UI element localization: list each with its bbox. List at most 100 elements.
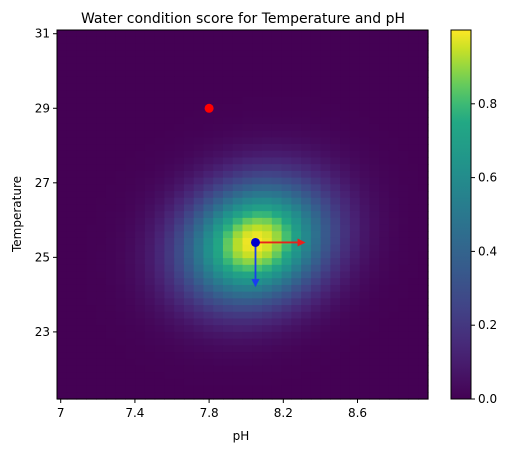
- heatmap-cell: [349, 164, 361, 172]
- heatmap-cell: [154, 90, 165, 98]
- heatmap-cell: [144, 284, 156, 293]
- heatmap-cell: [96, 237, 107, 246]
- heatmap-cell: [271, 63, 283, 71]
- heatmap-cell: [398, 338, 410, 346]
- heatmap-cell: [330, 231, 341, 239]
- heatmap-cell: [252, 224, 263, 232]
- heatmap-cell: [310, 358, 322, 367]
- heatmap-cell: [301, 264, 312, 273]
- heatmap-cell: [242, 365, 253, 373]
- heatmap-cell: [349, 392, 361, 400]
- heatmap-cell: [320, 392, 331, 400]
- heatmap-cell: [164, 378, 175, 387]
- heatmap-cell: [96, 345, 107, 353]
- heatmap-cell: [252, 331, 263, 340]
- heatmap-cell: [76, 83, 87, 91]
- heatmap-cell: [330, 197, 341, 206]
- heatmap-cell: [379, 345, 390, 353]
- heatmap-cell: [330, 284, 341, 293]
- heatmap-cell: [359, 123, 371, 132]
- heatmap-cell: [359, 298, 371, 306]
- heatmap-cell: [203, 123, 214, 132]
- heatmap-cell: [418, 231, 429, 239]
- heatmap-cell: [408, 144, 419, 152]
- heatmap-cell: [291, 325, 302, 333]
- heatmap-cell: [222, 325, 234, 333]
- heatmap-cell: [379, 83, 390, 91]
- heatmap-cell: [125, 144, 136, 152]
- heatmap-cell: [105, 338, 117, 346]
- heatmap-cell: [154, 50, 165, 58]
- heatmap-cell: [164, 318, 175, 326]
- colorbar-tick-label: 0.4: [478, 244, 497, 258]
- heatmap-cell: [242, 291, 253, 299]
- heatmap-cell: [96, 103, 107, 112]
- heatmap-cell: [349, 70, 361, 78]
- heatmap-cell: [193, 305, 205, 313]
- heatmap-cell: [388, 331, 400, 340]
- heatmap-cell: [66, 123, 78, 132]
- heatmap-cell: [66, 291, 78, 299]
- heatmap-cell: [262, 331, 273, 340]
- heatmap-cell: [164, 83, 175, 91]
- heatmap-cell: [125, 164, 136, 172]
- heatmap-cell: [115, 63, 126, 71]
- heatmap-cell: [418, 244, 429, 252]
- heatmap-cell: [115, 191, 126, 199]
- heatmap-cell: [281, 352, 292, 360]
- heatmap-cell: [262, 298, 273, 306]
- heatmap-cell: [232, 103, 244, 112]
- heatmap-cell: [262, 358, 273, 367]
- heatmap-cell: [66, 83, 78, 91]
- heatmap-cell: [301, 318, 312, 326]
- heatmap-cell: [203, 197, 214, 206]
- heatmap-cell: [232, 318, 244, 326]
- heatmap-cell: [222, 264, 234, 273]
- heatmap-cell: [379, 372, 390, 380]
- heatmap-cell: [135, 305, 146, 313]
- heatmap-cell: [359, 264, 371, 273]
- heatmap-cell: [271, 251, 283, 259]
- heatmap-cell: [271, 83, 283, 91]
- heatmap-cell: [115, 305, 126, 313]
- heatmap-cell: [86, 372, 97, 380]
- heatmap-cell: [252, 97, 263, 105]
- heatmap-cell: [193, 177, 205, 185]
- heatmap-cell: [76, 305, 87, 313]
- heatmap-cell: [291, 331, 302, 340]
- heatmap-cell: [57, 43, 68, 51]
- heatmap-cell: [262, 392, 273, 400]
- heatmap-cell: [203, 164, 214, 172]
- heatmap-cell: [418, 325, 429, 333]
- heatmap-cell: [310, 338, 322, 346]
- heatmap-cell: [398, 197, 410, 206]
- heatmap-cell: [183, 36, 195, 45]
- heatmap-cell: [183, 204, 195, 212]
- heatmap-cell: [310, 157, 322, 165]
- heatmap-cell: [398, 130, 410, 138]
- heatmap-cell: [379, 191, 390, 199]
- heatmap-cell: [213, 191, 224, 199]
- heatmap-cell: [291, 244, 302, 252]
- heatmap-cell: [262, 264, 273, 273]
- heatmap-cell: [135, 76, 146, 85]
- heatmap-cell: [222, 251, 234, 259]
- heatmap-cell: [66, 63, 78, 71]
- heatmap-cell: [164, 70, 175, 78]
- heatmap-cell: [271, 170, 283, 179]
- heatmap-cell: [154, 392, 165, 400]
- heatmap-cell: [125, 358, 136, 367]
- heatmap-cell: [232, 311, 244, 320]
- heatmap-cell: [213, 365, 224, 373]
- heatmap-cell: [96, 70, 107, 78]
- heatmap-cell: [359, 137, 371, 145]
- heatmap-cell: [408, 217, 419, 226]
- heatmap-cell: [281, 244, 292, 252]
- heatmap-cell: [310, 224, 322, 232]
- heatmap-cell: [398, 258, 410, 266]
- heatmap-cell: [174, 211, 185, 219]
- heatmap-cell: [213, 311, 224, 320]
- heatmap-cell: [291, 264, 302, 273]
- heatmap-cell: [164, 177, 175, 185]
- heatmap-cell: [105, 157, 117, 165]
